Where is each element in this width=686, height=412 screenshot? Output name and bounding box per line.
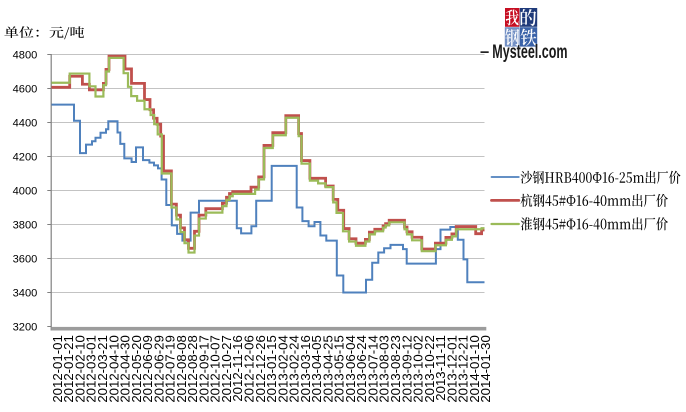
svg-text:2012-01-21: 2012-01-21 (61, 335, 76, 402)
svg-text:4000: 4000 (13, 185, 38, 197)
svg-text:3600: 3600 (13, 253, 38, 265)
svg-text:2012-08-08: 2012-08-08 (174, 335, 189, 402)
svg-text:2012-04-10: 2012-04-10 (106, 335, 121, 402)
svg-text:2013-07-14: 2013-07-14 (365, 335, 380, 402)
svg-text:2013-04-25: 2013-04-25 (320, 335, 335, 402)
svg-text:2012-01-01: 2012-01-01 (50, 335, 65, 402)
svg-text:2012-09-17: 2012-09-17 (196, 335, 211, 402)
svg-text:2012-12-06: 2012-12-06 (241, 335, 256, 402)
svg-text:2013-03-16: 2013-03-16 (298, 335, 313, 402)
svg-text:2013-08-03: 2013-08-03 (377, 335, 392, 402)
svg-text:2012-03-01: 2012-03-01 (84, 335, 99, 402)
svg-text:2013-05-15: 2013-05-15 (332, 335, 347, 402)
svg-text:2013-12-01: 2013-12-01 (444, 335, 459, 402)
svg-text:2013-01-15: 2013-01-15 (264, 335, 279, 402)
svg-text:2013-10-22: 2013-10-22 (422, 335, 437, 402)
svg-text:4600: 4600 (13, 83, 38, 95)
svg-text:2013-02-04: 2013-02-04 (275, 335, 290, 402)
svg-text:3800: 3800 (13, 219, 38, 231)
svg-text:4200: 4200 (13, 151, 38, 163)
svg-text:4800: 4800 (13, 49, 38, 61)
svg-text:2012-10-07: 2012-10-07 (208, 335, 223, 402)
svg-text:2012-11-16: 2012-11-16 (230, 335, 245, 401)
svg-text:3400: 3400 (13, 287, 38, 299)
svg-text:2012-02-10: 2012-02-10 (72, 335, 87, 402)
svg-text:2013-06-24: 2013-06-24 (354, 335, 369, 402)
svg-text:2012-04-30: 2012-04-30 (118, 335, 133, 402)
svg-text:2012-03-21: 2012-03-21 (95, 335, 110, 402)
svg-text:2012-06-09: 2012-06-09 (140, 335, 155, 402)
svg-text:2013-02-24: 2013-02-24 (287, 335, 302, 402)
svg-text:2013-10-02: 2013-10-02 (411, 335, 426, 402)
svg-text:2014-01-10: 2014-01-10 (467, 335, 482, 402)
svg-text:2012-08-28: 2012-08-28 (185, 335, 200, 402)
svg-text:2012-10-27: 2012-10-27 (219, 335, 234, 402)
svg-text:3200: 3200 (13, 321, 38, 333)
svg-text:2013-12-21: 2013-12-21 (456, 335, 471, 402)
svg-text:2013-09-12: 2013-09-12 (399, 335, 414, 402)
svg-text:2012-07-19: 2012-07-19 (163, 335, 178, 402)
svg-text:4400: 4400 (13, 117, 38, 129)
svg-text:Mysteel.com: Mysteel.com (492, 41, 567, 62)
svg-text:2013-08-23: 2013-08-23 (388, 335, 403, 402)
svg-text:2014-01-30: 2014-01-30 (478, 335, 493, 402)
svg-text:2012-12-26: 2012-12-26 (253, 335, 268, 402)
svg-text:2013-04-05: 2013-04-05 (309, 335, 324, 402)
svg-text:2013-11-11: 2013-11-11 (433, 335, 448, 401)
svg-text:2012-05-20: 2012-05-20 (129, 335, 144, 402)
svg-text:2012-06-29: 2012-06-29 (151, 335, 166, 402)
svg-text:2013-06-04: 2013-06-04 (343, 335, 358, 402)
